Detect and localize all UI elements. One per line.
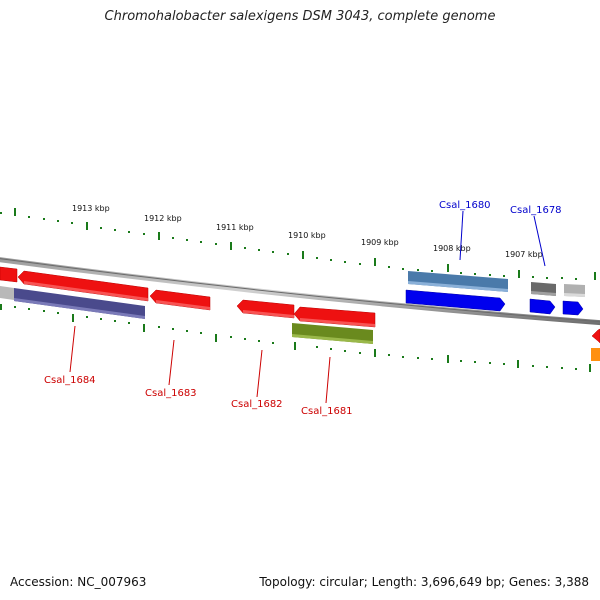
- accession-text: Accession: NC_007963: [10, 575, 147, 589]
- gene-label-csal-1680: Csal_1680: [439, 200, 491, 211]
- genome-backbone: [0, 257, 600, 326]
- tick-label-1912: 1912 kbp: [144, 214, 182, 223]
- label-leader-lines: [69, 210, 546, 404]
- forward-strand-genes: [405, 289, 584, 316]
- genome-stats-text: Topology: circular; Length: 3,696,649 bp…: [259, 575, 589, 589]
- arrow-highlights: [24, 281, 375, 327]
- tick-label-1910: 1910 kbp: [288, 231, 326, 240]
- steelblue-feature-bar: [408, 271, 508, 292]
- backbone-edge: [0, 258, 600, 323]
- tick-label-1908: 1908 kbp: [433, 244, 471, 253]
- gene-label-csal-1678: Csal_1678: [510, 205, 562, 216]
- gene-labels: Csal_1680 Csal_1678 Csal_1684 Csal_1683 …: [44, 200, 562, 417]
- outer-tick-track: [0, 208, 596, 280]
- tick-label-1911: 1911 kbp: [216, 223, 254, 232]
- gene-label-csal-1682: Csal_1682: [231, 399, 283, 410]
- tick-label-1909: 1909 kbp: [361, 238, 399, 247]
- tick-label-1907: 1907 kbp: [505, 250, 543, 259]
- grey-feature-bar: [0, 286, 14, 300]
- tick-label-1913: 1913 kbp: [72, 204, 110, 213]
- inner-tick-track: [0, 304, 591, 372]
- cds-arrow: [405, 289, 506, 312]
- gene-label-csal-1681: Csal_1681: [301, 406, 353, 417]
- feature-bars: [0, 271, 600, 361]
- cds-arrow: [562, 300, 584, 316]
- kbp-tick-labels: 1913 kbp 1912 kbp 1911 kbp 1910 kbp 1909…: [72, 204, 543, 259]
- cds-arrow: [0, 266, 18, 283]
- page-title: Chromohalobacter salexigens DSM 3043, co…: [104, 9, 496, 24]
- purple-feature-bar: [14, 288, 145, 319]
- orange-feature-bar: [591, 348, 600, 361]
- cds-arrow: [529, 298, 556, 315]
- gene-label-csal-1683: Csal_1683: [145, 388, 197, 399]
- cds-arrow: [591, 328, 600, 344]
- gene-label-csal-1684: Csal_1684: [44, 375, 96, 386]
